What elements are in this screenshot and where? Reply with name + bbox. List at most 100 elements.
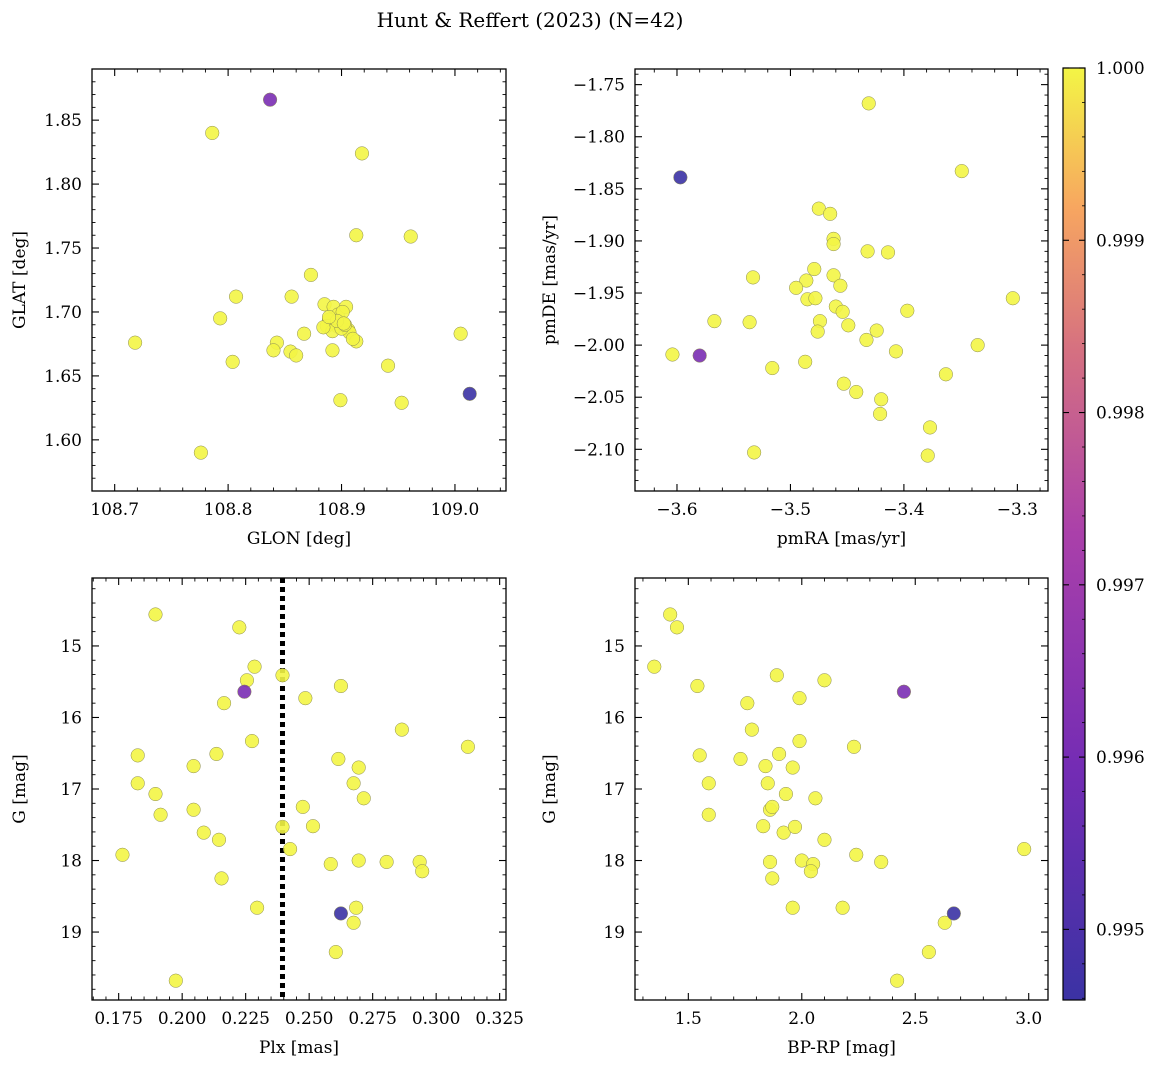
data-point xyxy=(346,915,361,930)
data-point xyxy=(196,825,211,840)
data-point xyxy=(836,376,851,391)
colorbar-tick-label: 0.996 xyxy=(1096,748,1145,768)
data-point xyxy=(817,832,832,847)
data-point xyxy=(785,900,800,915)
data-point xyxy=(873,406,888,421)
y-tick-label: 18 xyxy=(603,852,625,872)
data-point xyxy=(403,229,418,244)
data-point xyxy=(333,393,348,408)
panel-pmra-pmde: −3.6 −3.5 −3.4 −3.3 −2.10 −2.05 −2.00 −1.95 −1.9… xyxy=(540,68,1049,549)
data-point xyxy=(888,344,904,359)
data-point xyxy=(789,280,804,295)
data-point xyxy=(217,696,232,711)
data-point xyxy=(787,819,803,834)
x-tick-label: −3.4 xyxy=(883,500,924,520)
data-point xyxy=(760,776,775,791)
data-point xyxy=(835,304,850,319)
x-tick-label: 108.7 xyxy=(90,500,139,520)
data-point xyxy=(394,722,409,737)
y-tick-label: 1.70 xyxy=(44,303,82,323)
data-point xyxy=(817,673,832,688)
colorbar-tick-label: 0.997 xyxy=(1096,576,1145,596)
points xyxy=(647,607,1032,988)
data-point xyxy=(798,354,813,369)
y-axis-label: pmDE [mas/yr] xyxy=(540,215,560,345)
data-point xyxy=(460,739,475,754)
data-point xyxy=(799,273,814,288)
data-point xyxy=(841,318,856,333)
data-point xyxy=(673,170,688,185)
x-tick-label: 0.175 xyxy=(94,1009,143,1029)
x-tick-label: 2.0 xyxy=(788,1009,815,1029)
data-point xyxy=(209,746,224,762)
y-tick-label: 1.85 xyxy=(44,111,82,131)
colorbar-tick-label: 0.998 xyxy=(1096,404,1145,424)
y-tick-label: 1.75 xyxy=(44,239,82,259)
y-tick-label: 17 xyxy=(603,780,625,800)
x-axis-label: pmRA [mas/yr] xyxy=(777,529,906,549)
data-point xyxy=(453,326,468,341)
data-point xyxy=(462,386,477,401)
y-tick-label: 17 xyxy=(60,780,82,800)
data-point xyxy=(283,842,298,857)
data-point xyxy=(232,620,247,635)
data-point xyxy=(266,343,281,358)
y-tick-label: −2.05 xyxy=(573,388,625,408)
y-tick-label: 16 xyxy=(60,708,82,728)
data-point xyxy=(765,360,780,376)
data-point xyxy=(765,871,780,886)
axes-frame xyxy=(91,68,507,492)
y-tick-label: 19 xyxy=(60,923,82,943)
data-point xyxy=(380,358,396,373)
data-point xyxy=(237,684,252,699)
data-point xyxy=(826,268,841,283)
data-point xyxy=(778,786,793,802)
figure-title: Hunt & Reffert (2023) (N=42) xyxy=(377,8,684,32)
y-tick-label: 1.80 xyxy=(44,175,82,195)
data-point xyxy=(148,607,163,622)
x-tick-label: 108.9 xyxy=(317,500,366,520)
data-point xyxy=(826,237,841,252)
y-axis-label: G [mag] xyxy=(540,754,560,823)
data-point xyxy=(756,819,771,834)
data-point xyxy=(833,278,848,293)
data-point xyxy=(356,791,371,806)
colorbar-tick-label: 0.995 xyxy=(1096,920,1145,940)
x-tick-label: 0.300 xyxy=(412,1009,461,1029)
y-tick-label: −1.80 xyxy=(573,128,625,148)
data-point xyxy=(346,776,361,791)
data-point xyxy=(669,620,685,635)
data-point xyxy=(394,395,409,410)
data-point xyxy=(808,291,823,306)
data-point xyxy=(153,807,168,822)
data-point xyxy=(130,748,145,763)
y-tick-label: −1.90 xyxy=(573,232,625,252)
data-point xyxy=(148,786,163,802)
data-point xyxy=(880,245,896,260)
y-tick-label: −1.95 xyxy=(573,284,625,304)
x-tick-label: 108.8 xyxy=(204,500,253,520)
data-point xyxy=(663,607,678,622)
colorbar: 0.995 0.996 0.997 0.998 0.999 1.000 xyxy=(1062,59,1145,1001)
data-point xyxy=(665,347,680,362)
x-tick-label: −3.5 xyxy=(770,500,811,520)
data-point xyxy=(776,825,791,840)
data-point xyxy=(351,853,366,868)
data-point xyxy=(247,659,262,674)
x-tick-label: −3.6 xyxy=(656,500,697,520)
colorbar-gradient xyxy=(1062,67,1086,1001)
y-tick-label: −2.10 xyxy=(573,440,625,460)
data-point xyxy=(744,722,759,737)
data-point xyxy=(846,739,862,754)
data-point xyxy=(331,751,346,767)
x-tick-label: 109.0 xyxy=(431,500,480,520)
data-point xyxy=(921,945,936,960)
data-point xyxy=(186,759,201,774)
data-point xyxy=(810,324,825,339)
data-point xyxy=(128,335,143,350)
data-point xyxy=(415,864,430,879)
data-point xyxy=(742,315,757,330)
data-point xyxy=(1005,291,1020,306)
data-point xyxy=(295,799,310,814)
data-point xyxy=(823,206,838,221)
